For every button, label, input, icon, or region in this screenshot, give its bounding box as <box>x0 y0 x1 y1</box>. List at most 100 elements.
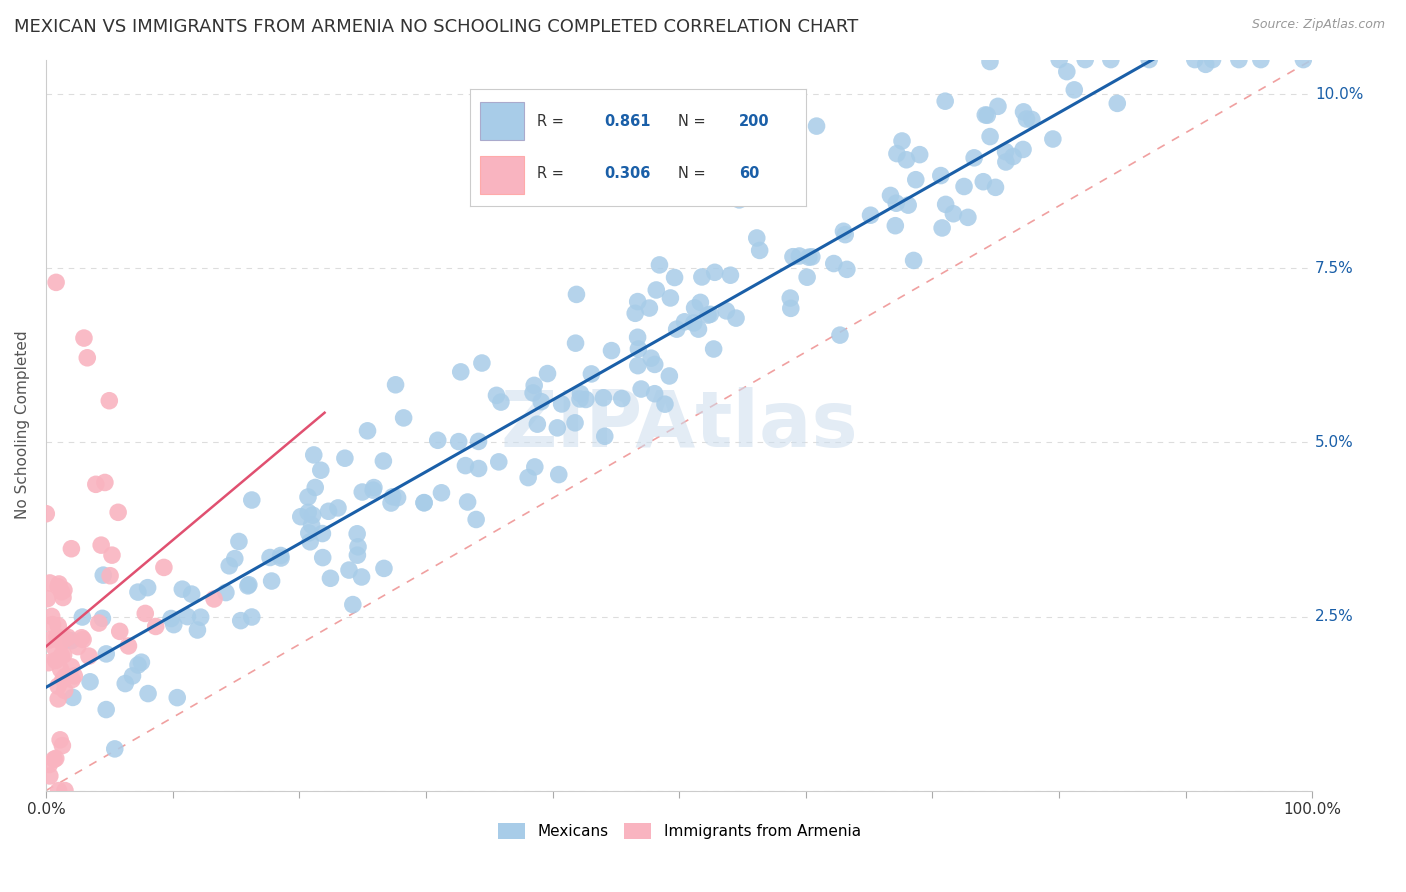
Text: 10.0%: 10.0% <box>1315 87 1364 102</box>
Point <box>627 294 650 309</box>
Point <box>897 198 920 212</box>
Point <box>76 351 98 365</box>
Point <box>337 563 360 577</box>
Point <box>381 490 404 504</box>
Point <box>467 461 489 475</box>
Point <box>312 550 335 565</box>
Point <box>658 368 681 383</box>
Text: MEXICAN VS IMMIGRANTS FROM ARMENIA NO SCHOOLING COMPLETED CORRELATION CHART: MEXICAN VS IMMIGRANTS FROM ARMENIA NO SC… <box>14 18 858 36</box>
Point <box>45 276 67 290</box>
Point <box>114 676 136 690</box>
Point <box>163 617 186 632</box>
Point <box>447 434 470 449</box>
Point <box>46 630 69 644</box>
Point <box>384 377 406 392</box>
Point <box>52 648 75 662</box>
Point <box>1056 64 1078 78</box>
Point <box>87 615 110 630</box>
Point <box>523 378 546 392</box>
Point <box>70 631 93 645</box>
Point <box>610 392 633 406</box>
Point <box>987 99 1010 113</box>
Point <box>904 172 927 186</box>
Point <box>51 648 73 663</box>
Point <box>565 287 588 301</box>
Point <box>53 632 76 646</box>
Point <box>699 307 721 321</box>
Text: Source: ZipAtlas.com: Source: ZipAtlas.com <box>1251 18 1385 31</box>
Point <box>302 448 325 462</box>
Point <box>166 690 188 705</box>
Point <box>44 641 66 656</box>
Point <box>46 619 69 633</box>
Point <box>145 619 167 633</box>
Point <box>37 656 59 670</box>
Point <box>953 179 976 194</box>
Point <box>697 308 720 322</box>
Point <box>46 580 69 594</box>
Point <box>517 470 540 484</box>
Point <box>536 367 558 381</box>
Point <box>644 358 666 372</box>
Point <box>547 467 569 482</box>
Point <box>56 630 79 644</box>
Point <box>62 690 84 705</box>
Point <box>884 196 907 211</box>
Point <box>270 551 292 566</box>
Point <box>38 576 60 591</box>
Point <box>311 526 333 541</box>
Text: 2.5%: 2.5% <box>1315 609 1354 624</box>
Point <box>931 221 953 235</box>
Point <box>984 180 1007 194</box>
Point <box>361 483 384 497</box>
Point <box>1227 53 1250 67</box>
Point <box>73 331 96 345</box>
Point <box>720 268 742 283</box>
Point <box>550 397 572 411</box>
Point <box>994 155 1017 169</box>
Point <box>748 244 770 258</box>
Point <box>60 673 83 687</box>
Point <box>60 541 83 556</box>
Point <box>46 692 69 706</box>
Point <box>127 585 149 599</box>
Point <box>1074 53 1097 67</box>
Point <box>352 485 374 500</box>
Point <box>333 451 356 466</box>
Point <box>575 392 598 407</box>
Point <box>1099 53 1122 67</box>
Point <box>979 129 1001 144</box>
Point <box>373 454 395 468</box>
Point <box>240 610 263 624</box>
Point <box>689 295 711 310</box>
Point <box>891 134 914 148</box>
Point <box>488 455 510 469</box>
Point <box>934 94 956 108</box>
Point <box>886 146 908 161</box>
Point <box>627 342 650 356</box>
Point <box>121 669 143 683</box>
Point <box>664 270 686 285</box>
Point <box>218 558 240 573</box>
Point <box>796 270 818 285</box>
Point <box>638 301 661 315</box>
Point <box>688 322 710 336</box>
Point <box>228 534 250 549</box>
Point <box>593 429 616 443</box>
Point <box>467 434 489 449</box>
Point <box>190 610 212 624</box>
Point <box>450 365 472 379</box>
Point <box>153 560 176 574</box>
Point <box>526 417 548 432</box>
Point <box>90 538 112 552</box>
Point <box>347 540 370 554</box>
Point <box>94 475 117 490</box>
Point <box>51 739 73 753</box>
Point <box>84 477 107 491</box>
Point <box>49 732 72 747</box>
Point <box>51 635 73 649</box>
Point <box>1042 132 1064 146</box>
Point <box>908 147 931 161</box>
Point <box>356 424 378 438</box>
Point <box>127 658 149 673</box>
